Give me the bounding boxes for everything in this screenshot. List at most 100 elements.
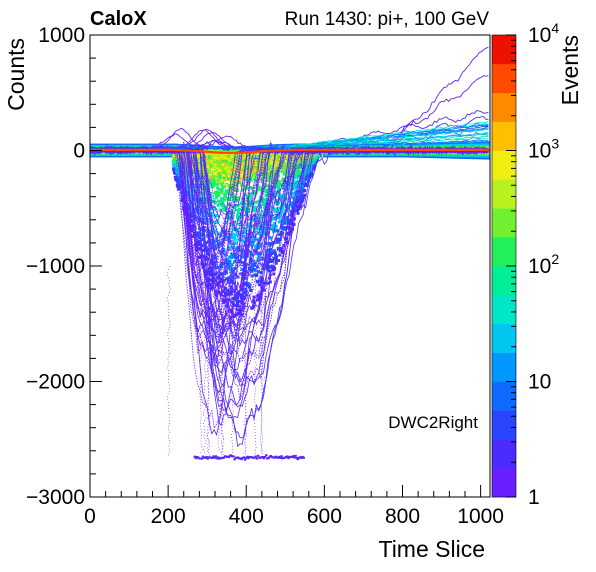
heatmap-cell xyxy=(180,191,184,195)
heatmap-cell xyxy=(278,212,282,216)
heatmap-cell xyxy=(287,204,291,208)
heatmap-cell xyxy=(240,172,243,175)
heatmap-cell xyxy=(249,200,253,204)
heatmap-cell xyxy=(277,188,281,192)
heatmap-cell xyxy=(245,174,249,178)
heatmap-cell xyxy=(243,157,247,160)
heatmap-cell xyxy=(235,154,239,158)
heatmap-cell xyxy=(221,207,225,211)
heatmap-cell xyxy=(271,217,275,221)
heatmap-cell xyxy=(299,191,303,195)
heatmap-cell xyxy=(284,226,288,230)
heatmap-cell xyxy=(267,166,271,170)
heatmap-cell xyxy=(260,197,264,201)
heatmap-cell xyxy=(208,273,212,277)
heatmap-cell xyxy=(276,192,280,196)
z-tick-exponent: 4 xyxy=(551,20,559,36)
heatmap-cell xyxy=(218,174,222,178)
heatmap-cell xyxy=(214,166,218,169)
heatmap-cell xyxy=(231,177,234,181)
heatmap-cell xyxy=(258,165,262,169)
heatmap-cell xyxy=(247,175,251,179)
color-bar-swatch xyxy=(492,352,516,382)
heatmap-cell xyxy=(250,253,254,257)
heatmap-cell xyxy=(244,293,248,297)
heatmap-cell xyxy=(202,192,206,196)
heatmap-cell xyxy=(263,159,267,163)
color-bar-swatch xyxy=(492,63,516,94)
heatmap-cell xyxy=(201,243,205,247)
heatmap-cell xyxy=(278,215,282,219)
heatmap-cell xyxy=(214,196,218,200)
heatmap-cell xyxy=(260,173,264,177)
heatmap-cell xyxy=(176,187,180,191)
heatmap-cell xyxy=(298,204,302,208)
heatmap-cell xyxy=(257,186,261,190)
y-tick-label: 0 xyxy=(73,140,85,163)
trace-line xyxy=(253,216,258,457)
heatmap-cell xyxy=(263,228,267,232)
heatmap-cell xyxy=(309,153,313,157)
heatmap-cell xyxy=(197,157,200,160)
heatmap-cell xyxy=(224,162,228,165)
heatmap-cell xyxy=(197,236,201,240)
heatmap-cell xyxy=(310,158,314,162)
heatmap-cell xyxy=(240,188,244,192)
heatmap-cell xyxy=(224,271,228,275)
heatmap-cell xyxy=(221,168,225,172)
heatmap-cell xyxy=(231,154,235,158)
heatmap-cell xyxy=(214,455,218,458)
heatmap-cell xyxy=(239,173,243,177)
heatmap-cell xyxy=(226,279,230,283)
heatmap-cell xyxy=(238,155,242,158)
heatmap-cell xyxy=(291,455,295,458)
heatmap-cell xyxy=(238,180,242,184)
trace-line xyxy=(90,145,489,292)
heatmap-cell xyxy=(241,171,245,174)
heatmap-cell xyxy=(216,218,220,222)
heatmap-cell xyxy=(296,458,300,461)
heatmap-cell xyxy=(207,174,211,177)
trace-line xyxy=(219,280,224,457)
heatmap-cell xyxy=(215,165,219,169)
x-tick-label: 800 xyxy=(385,505,420,528)
heatmap-cell xyxy=(246,177,250,181)
heatmap-cell xyxy=(257,283,261,287)
heatmap-cell xyxy=(293,176,297,180)
heatmap-cell xyxy=(260,209,264,213)
heatmap-cell xyxy=(300,457,303,460)
heatmap-cell xyxy=(237,248,241,252)
trace-line xyxy=(202,283,207,456)
heatmap-cell xyxy=(282,157,286,161)
heatmap-cell xyxy=(175,169,179,173)
heatmap-cell xyxy=(280,455,283,458)
heatmap-cell xyxy=(241,305,245,309)
heatmap-cell xyxy=(289,165,293,169)
heatmap-cell xyxy=(262,203,266,207)
heatmap-cell xyxy=(201,170,205,173)
heatmap-cell xyxy=(236,217,240,221)
heatmap-cell xyxy=(215,194,219,198)
heatmap-cell xyxy=(194,457,198,460)
heatmap-cell xyxy=(258,216,262,220)
heatmap-cell xyxy=(224,206,228,210)
heatmap-cell xyxy=(228,255,232,259)
heatmap-cell xyxy=(239,201,243,205)
heatmap-cell xyxy=(243,205,247,209)
heatmap-cell xyxy=(183,168,187,172)
heatmap-cell xyxy=(224,178,228,182)
heatmap-cell xyxy=(244,281,248,285)
z-axis-label: Events xyxy=(557,35,583,105)
heatmap-cell xyxy=(294,155,298,159)
heatmap-cell xyxy=(272,175,276,179)
heatmap-cell xyxy=(256,258,260,262)
z-tick-label: 104 xyxy=(528,20,559,47)
saturation-line xyxy=(193,454,305,461)
heatmap-cell xyxy=(257,231,261,235)
trace-line xyxy=(166,266,171,456)
heatmap-cell xyxy=(198,185,202,189)
heatmap-cell xyxy=(213,456,216,459)
heatmap-cell xyxy=(211,181,215,185)
heatmap-cell xyxy=(216,176,220,180)
heatmap-cell xyxy=(226,190,230,194)
